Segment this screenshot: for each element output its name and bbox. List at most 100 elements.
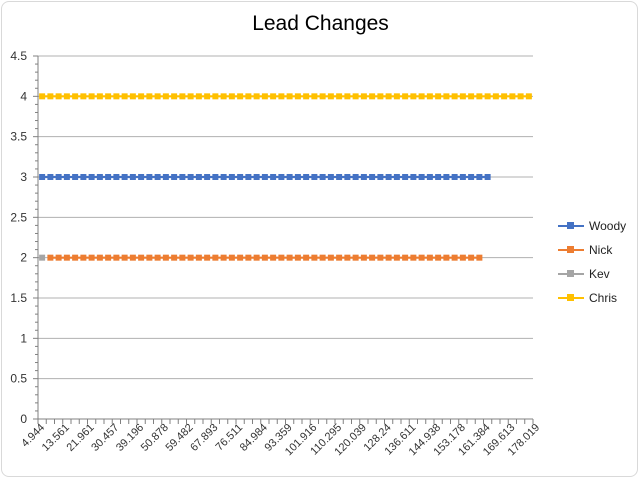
point-woody <box>369 174 376 180</box>
point-chris <box>162 93 169 100</box>
point-chris <box>402 93 409 100</box>
point-nick <box>237 254 244 261</box>
point-chris <box>435 93 442 100</box>
point-nick <box>253 254 260 261</box>
y-tick-label: 3 <box>20 170 27 184</box>
point-nick <box>352 254 359 261</box>
point-woody <box>459 174 466 180</box>
point-nick <box>80 254 87 261</box>
point-nick <box>154 254 161 261</box>
point-nick <box>138 254 145 261</box>
point-kev <box>39 254 46 261</box>
x-tick-label: 67.893 <box>188 422 220 454</box>
point-woody <box>286 174 293 180</box>
point-chris <box>385 93 392 100</box>
point-woody <box>484 174 491 180</box>
point-nick <box>360 254 367 261</box>
point-nick <box>261 254 268 261</box>
point-nick <box>278 254 285 261</box>
point-woody <box>303 174 310 180</box>
point-woody <box>336 174 343 180</box>
point-woody <box>418 174 425 180</box>
point-woody <box>96 174 103 180</box>
point-chris <box>426 93 433 100</box>
point-woody <box>435 174 442 180</box>
point-chris <box>468 93 475 100</box>
y-tick-label: 4 <box>20 89 27 103</box>
legend-item-chris: Chris <box>558 286 626 310</box>
point-nick <box>179 254 186 261</box>
point-nick <box>212 254 219 261</box>
point-chris <box>319 93 326 100</box>
y-tick-label: 3.5 <box>10 130 27 144</box>
point-woody <box>426 174 433 180</box>
point-chris <box>39 93 46 100</box>
point-chris <box>195 93 202 100</box>
point-woody <box>154 174 161 180</box>
point-nick <box>187 254 194 261</box>
point-chris <box>47 93 54 100</box>
y-tick-label: 1 <box>20 331 27 345</box>
point-chris <box>344 93 351 100</box>
point-chris <box>352 93 359 100</box>
point-woody <box>319 174 326 180</box>
point-chris <box>237 93 244 100</box>
point-chris <box>88 93 95 100</box>
point-chris <box>517 93 524 100</box>
point-nick <box>327 254 334 261</box>
point-nick <box>426 254 433 261</box>
point-chris <box>278 93 285 100</box>
point-nick <box>228 254 235 261</box>
point-chris <box>377 93 384 100</box>
point-woody <box>294 174 301 180</box>
point-chris <box>303 93 310 100</box>
point-woody <box>385 174 392 180</box>
point-chris <box>245 93 252 100</box>
point-woody <box>352 174 359 180</box>
point-woody <box>138 174 145 180</box>
point-chris <box>286 93 293 100</box>
chart-title: Lead Changes <box>252 12 389 35</box>
legend-swatch <box>558 268 584 280</box>
point-woody <box>410 174 417 180</box>
point-woody <box>377 174 384 180</box>
point-nick <box>96 254 103 261</box>
point-chris <box>501 93 508 100</box>
point-woody <box>402 174 409 180</box>
point-woody <box>146 174 153 180</box>
point-chris <box>220 93 227 100</box>
y-tick-label: 1.5 <box>10 291 27 305</box>
point-nick <box>171 254 178 261</box>
point-nick <box>286 254 293 261</box>
point-chris <box>96 93 103 100</box>
point-woody <box>162 174 169 180</box>
point-nick <box>195 254 202 261</box>
point-woody <box>261 174 268 180</box>
legend-item-kev: Kev <box>558 262 626 286</box>
point-nick <box>220 254 227 261</box>
point-chris <box>138 93 145 100</box>
point-chris <box>410 93 417 100</box>
point-chris <box>443 93 450 100</box>
legend-label: Woody <box>589 219 627 233</box>
point-woody <box>311 174 318 180</box>
point-chris <box>146 93 153 100</box>
point-woody <box>47 174 54 180</box>
point-nick <box>63 254 70 261</box>
point-nick <box>418 254 425 261</box>
y-tick-label: 4.5 <box>10 49 27 63</box>
legend-swatch <box>558 292 584 304</box>
point-chris <box>369 93 376 100</box>
point-nick <box>105 254 112 261</box>
point-nick <box>476 254 483 261</box>
point-woody <box>393 174 400 180</box>
legend-swatch <box>558 220 584 232</box>
point-chris <box>179 93 186 100</box>
point-nick <box>204 254 211 261</box>
point-woody <box>55 174 62 180</box>
point-chris <box>129 93 136 100</box>
point-nick <box>113 254 120 261</box>
point-nick <box>319 254 326 261</box>
point-chris <box>80 93 87 100</box>
point-nick <box>72 254 79 261</box>
